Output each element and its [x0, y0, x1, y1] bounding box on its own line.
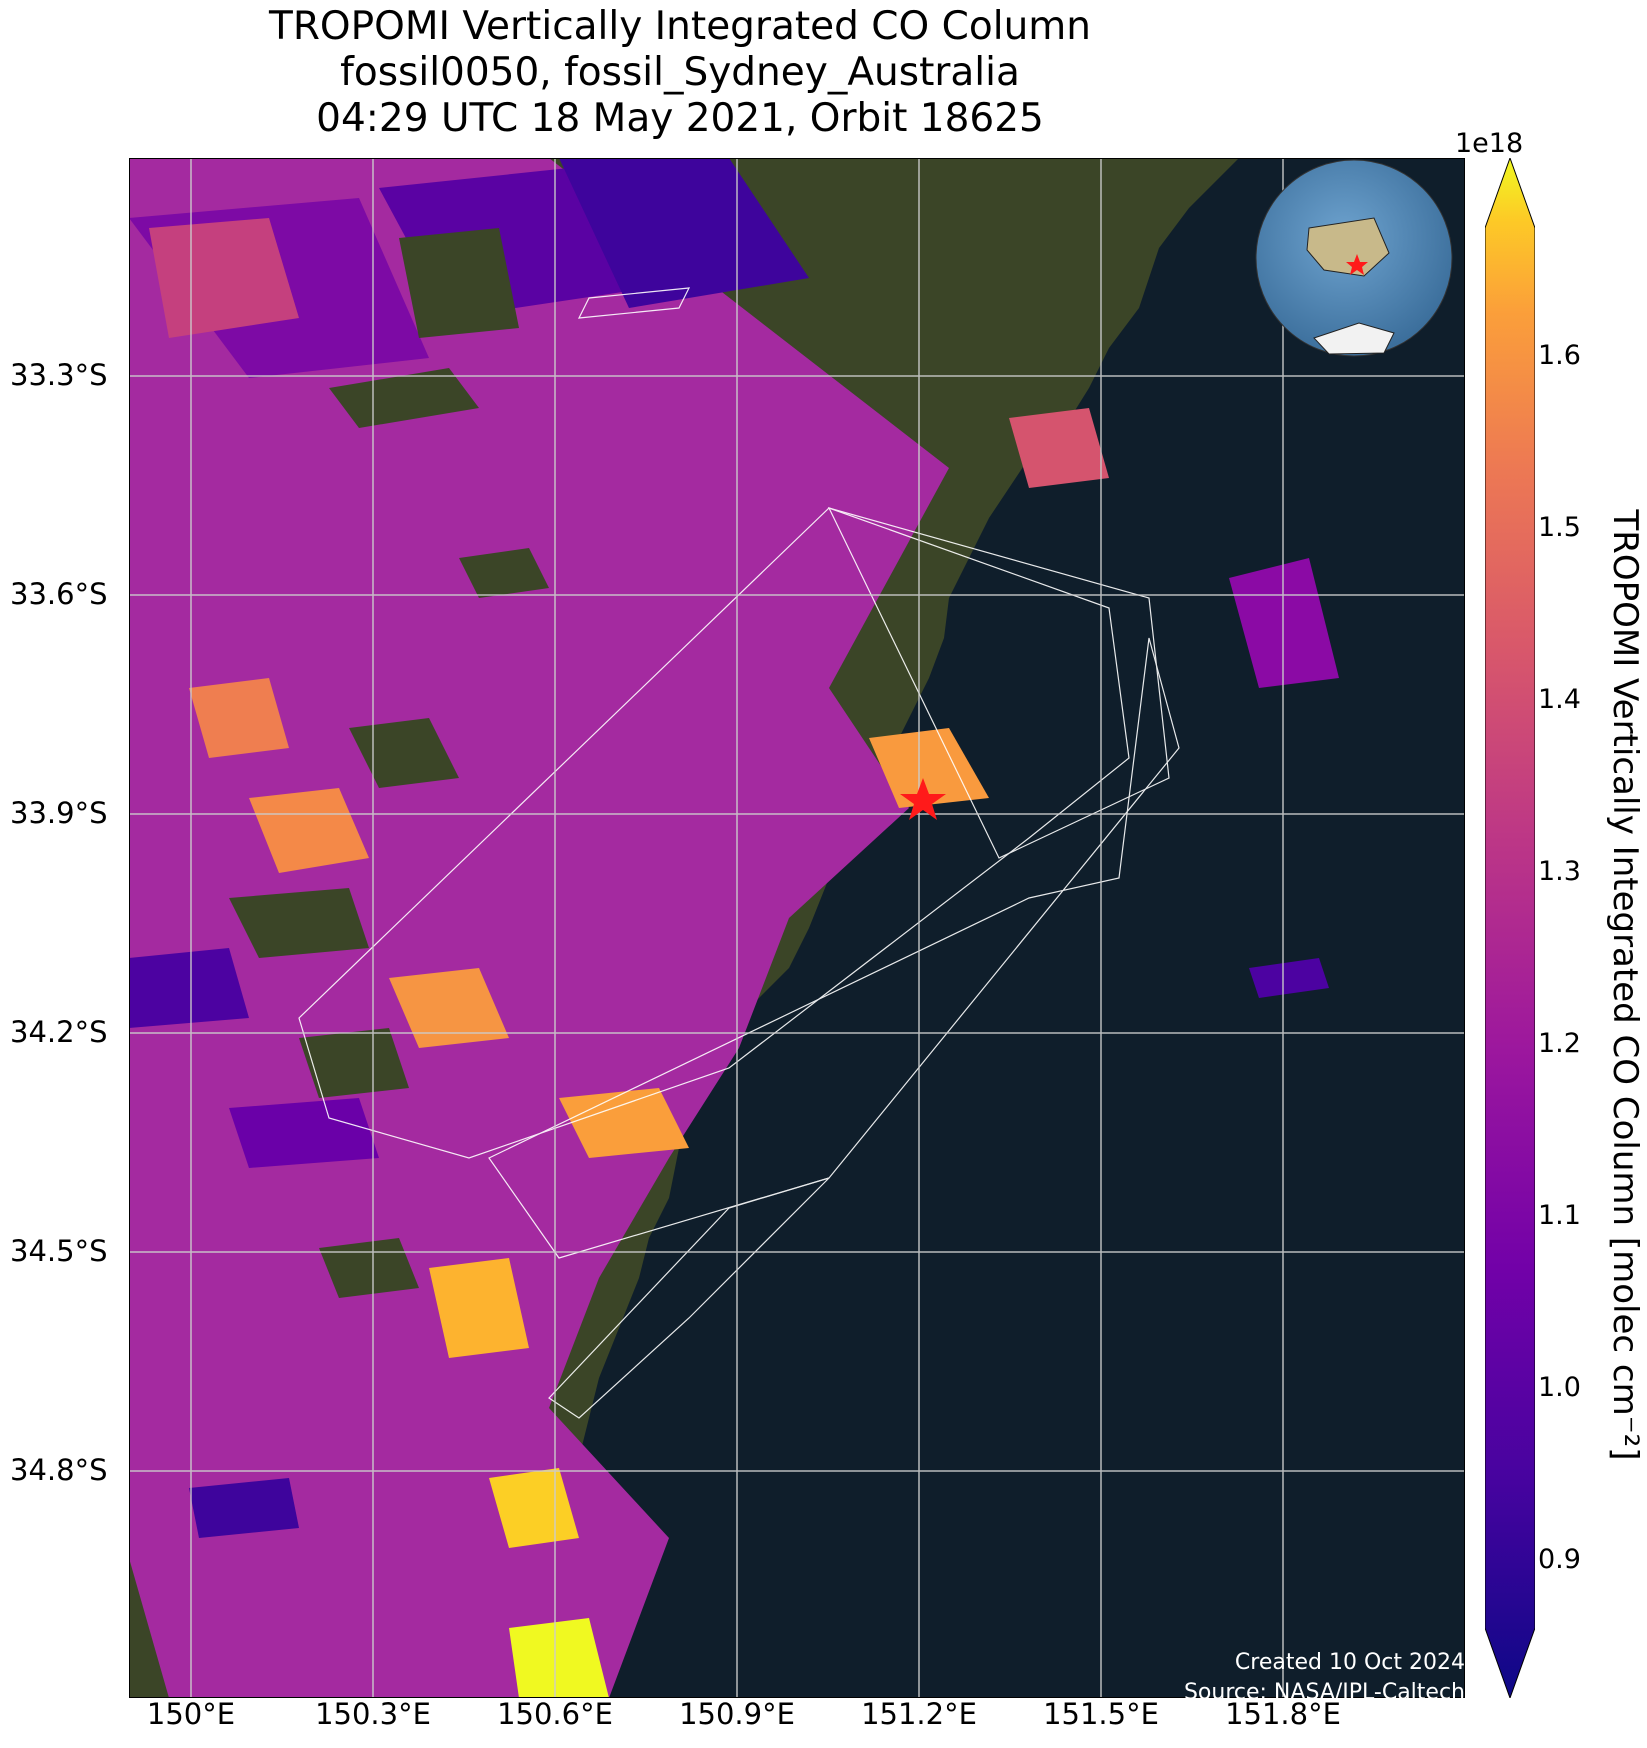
lon-tick-label: 151.8°E [1225, 1697, 1341, 1731]
colorbar-tick: 1.0 [1538, 1372, 1581, 1403]
globe-inset-icon [1255, 159, 1453, 357]
colorbar-exponent: 1e18 [1455, 128, 1524, 159]
lat-tick-label: 34.2°S [10, 1015, 108, 1049]
colorbar-tick: 1.2 [1538, 1028, 1581, 1059]
lon-tick-label: 150.6°E [497, 1697, 613, 1731]
map-panel[interactable] [129, 158, 1465, 1698]
colorbar-tick: 1.4 [1538, 684, 1581, 715]
lat-tick-label: 33.9°S [10, 796, 108, 830]
swath-fragment-east [1229, 558, 1339, 688]
lon-tick-label: 151.5°E [1043, 1697, 1159, 1731]
credit-source: Source: NASA/JPL-Caltech [1183, 1680, 1465, 1705]
co-pixel-swath [129, 158, 1109, 1698]
credit-created: Created 10 Oct 2024 [1234, 1650, 1465, 1675]
title-line-3: 04:29 UTC 18 May 2021, Orbit 18625 [316, 96, 1044, 141]
colorbar-tick: 1.5 [1538, 512, 1581, 543]
target-footprint-grid [298, 287, 1180, 1419]
colorbar [1485, 158, 1535, 1698]
lon-tick-label: 150.3°E [315, 1697, 431, 1731]
title-line-2: fossil0050, fossil_Sydney_Australia [340, 50, 1020, 95]
swath-gaps [229, 228, 549, 1298]
chart-title: TROPOMI Vertically Integrated CO Column … [0, 4, 1360, 142]
colorbar-label: TROPOMI Vertically Integrated CO Column … [1605, 509, 1645, 1461]
lat-tick-label: 34.8°S [10, 1453, 108, 1487]
colorbar-tick: 1.6 [1538, 340, 1581, 371]
title-line-1: TROPOMI Vertically Integrated CO Column [269, 4, 1091, 49]
lat-tick-label: 34.5°S [10, 1234, 108, 1268]
lat-tick-label: 33.3°S [10, 358, 108, 392]
lat-tick-label: 33.6°S [10, 577, 108, 611]
lon-tick-label: 150.9°E [679, 1697, 795, 1731]
swath-fragment-east-2 [1249, 958, 1329, 998]
colorbar-tick: 0.9 [1538, 1544, 1581, 1575]
lon-tick-label: 150°E [146, 1697, 236, 1731]
colorbar-tick: 1.1 [1538, 1200, 1581, 1231]
graticule [129, 158, 1465, 1698]
lon-tick-label: 151.2°E [861, 1697, 977, 1731]
red-star-icon[interactable] [900, 778, 946, 820]
colorbar-tick: 1.3 [1538, 856, 1581, 887]
